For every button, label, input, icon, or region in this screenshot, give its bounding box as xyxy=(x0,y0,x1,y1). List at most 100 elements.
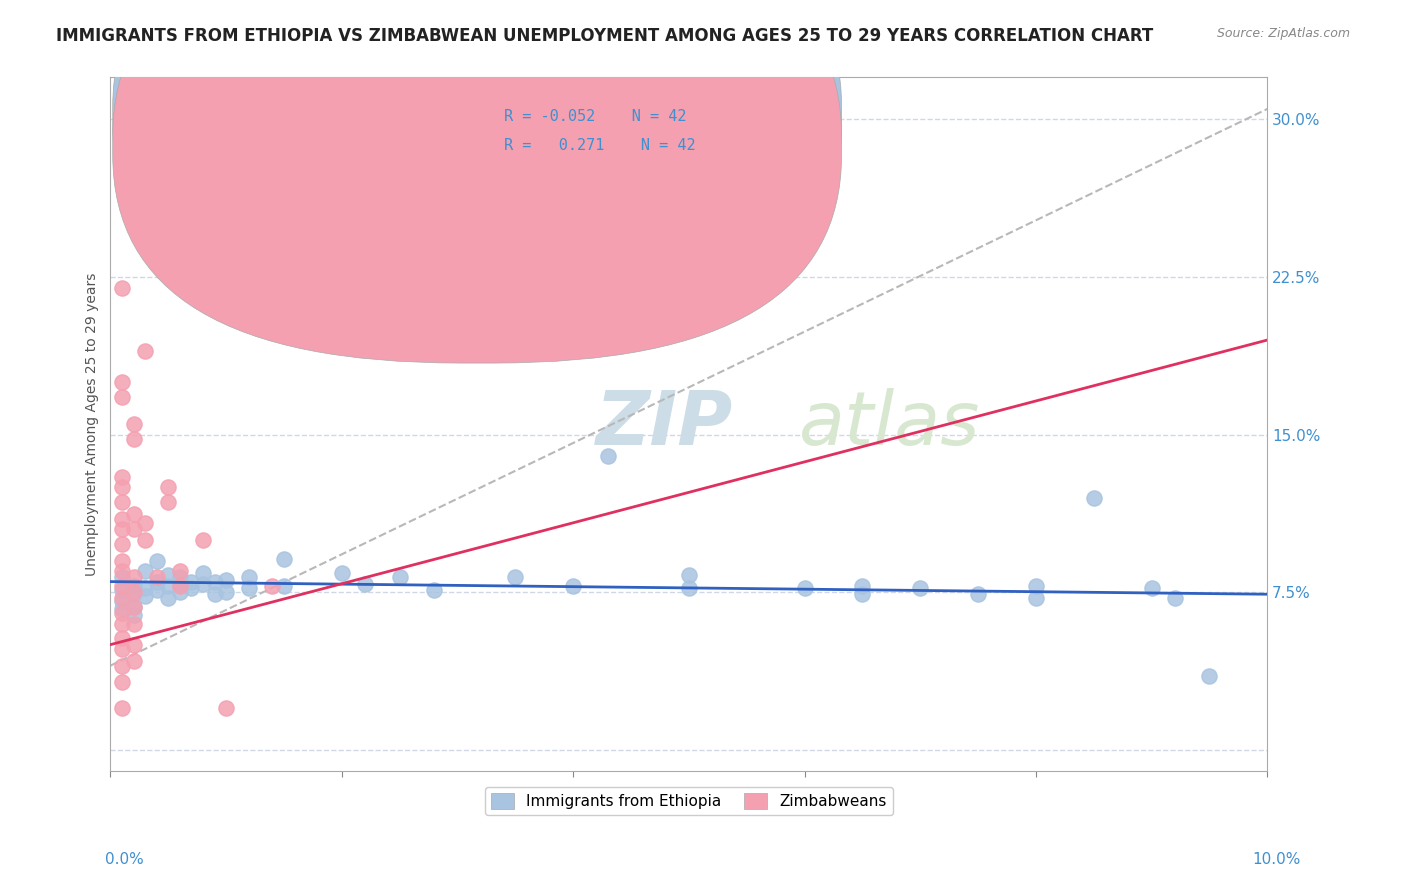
Point xyxy=(111,390,134,404)
Point xyxy=(157,495,180,509)
Point xyxy=(111,480,134,494)
Point xyxy=(262,579,284,593)
Point xyxy=(169,564,191,578)
Point xyxy=(273,579,295,593)
Point xyxy=(505,570,527,584)
Point xyxy=(215,573,238,587)
Point xyxy=(169,570,191,584)
Point xyxy=(851,587,873,601)
Point xyxy=(111,522,134,536)
FancyBboxPatch shape xyxy=(112,0,842,334)
Point xyxy=(122,192,145,206)
Text: ZIP: ZIP xyxy=(596,387,734,460)
Point xyxy=(122,522,145,536)
Point xyxy=(204,587,226,601)
Point xyxy=(157,568,180,582)
Point xyxy=(111,469,134,483)
Point xyxy=(169,579,191,593)
Point xyxy=(111,602,134,616)
Point xyxy=(145,570,167,584)
Point xyxy=(111,641,134,656)
Point xyxy=(145,553,167,567)
Point xyxy=(111,606,134,620)
Point xyxy=(134,516,156,530)
FancyBboxPatch shape xyxy=(112,0,842,363)
Point xyxy=(122,655,145,669)
Text: R = -0.052    N = 42: R = -0.052 N = 42 xyxy=(503,109,686,124)
Point xyxy=(111,495,134,509)
Point xyxy=(180,574,202,589)
Point xyxy=(793,581,815,595)
Point xyxy=(111,582,134,597)
Point xyxy=(191,576,214,591)
Y-axis label: Unemployment Among Ages 25 to 29 years: Unemployment Among Ages 25 to 29 years xyxy=(86,272,100,575)
Point xyxy=(122,638,145,652)
Text: atlas: atlas xyxy=(799,388,980,460)
Point xyxy=(1198,669,1220,683)
Point xyxy=(596,449,619,463)
Point xyxy=(122,417,145,431)
Point xyxy=(169,585,191,599)
Point xyxy=(134,581,156,595)
Point xyxy=(111,632,134,646)
Point xyxy=(191,533,214,547)
Point xyxy=(157,579,180,593)
Point xyxy=(111,511,134,525)
Point xyxy=(169,576,191,591)
Point xyxy=(111,375,134,389)
Point xyxy=(122,432,145,446)
Point xyxy=(238,581,260,595)
Point xyxy=(145,582,167,597)
Point xyxy=(111,553,134,567)
Point xyxy=(122,585,145,599)
Point xyxy=(678,568,700,582)
Point xyxy=(910,581,932,595)
Point xyxy=(388,570,411,584)
Point xyxy=(215,700,238,714)
Point xyxy=(423,582,446,597)
Point xyxy=(122,599,145,614)
Point xyxy=(111,700,134,714)
FancyBboxPatch shape xyxy=(440,91,700,178)
Point xyxy=(1025,591,1047,606)
Point xyxy=(1164,591,1187,606)
Point xyxy=(122,570,145,584)
Point xyxy=(967,587,990,601)
Point xyxy=(111,564,134,578)
Point xyxy=(122,587,145,601)
Point xyxy=(215,585,238,599)
Point xyxy=(111,579,134,593)
Point xyxy=(134,533,156,547)
Point xyxy=(330,566,353,581)
Point xyxy=(191,566,214,581)
Point xyxy=(134,343,156,358)
Point xyxy=(134,590,156,604)
Text: R =   0.271    N = 42: R = 0.271 N = 42 xyxy=(503,138,696,153)
Point xyxy=(111,537,134,551)
Point xyxy=(180,581,202,595)
Point xyxy=(1025,579,1047,593)
Point xyxy=(678,581,700,595)
Point xyxy=(157,591,180,606)
Point xyxy=(238,570,260,584)
Point xyxy=(122,579,145,593)
Point xyxy=(122,599,145,614)
Point xyxy=(111,593,134,607)
Text: 0.0%: 0.0% xyxy=(105,852,145,867)
Point xyxy=(111,591,134,606)
Point xyxy=(562,579,585,593)
Text: IMMIGRANTS FROM ETHIOPIA VS ZIMBABWEAN UNEMPLOYMENT AMONG AGES 25 TO 29 YEARS CO: IMMIGRANTS FROM ETHIOPIA VS ZIMBABWEAN U… xyxy=(56,27,1153,45)
Point xyxy=(111,280,134,294)
Point xyxy=(1140,581,1163,595)
Point xyxy=(122,616,145,631)
Legend: Immigrants from Ethiopia, Zimbabweans: Immigrants from Ethiopia, Zimbabweans xyxy=(485,787,893,815)
Point xyxy=(145,574,167,589)
Point xyxy=(851,579,873,593)
Point xyxy=(111,570,134,584)
Point xyxy=(273,551,295,566)
Text: Source: ZipAtlas.com: Source: ZipAtlas.com xyxy=(1216,27,1350,40)
Point xyxy=(1083,491,1105,505)
Point xyxy=(111,675,134,690)
Point xyxy=(111,616,134,631)
Text: 10.0%: 10.0% xyxy=(1253,852,1301,867)
